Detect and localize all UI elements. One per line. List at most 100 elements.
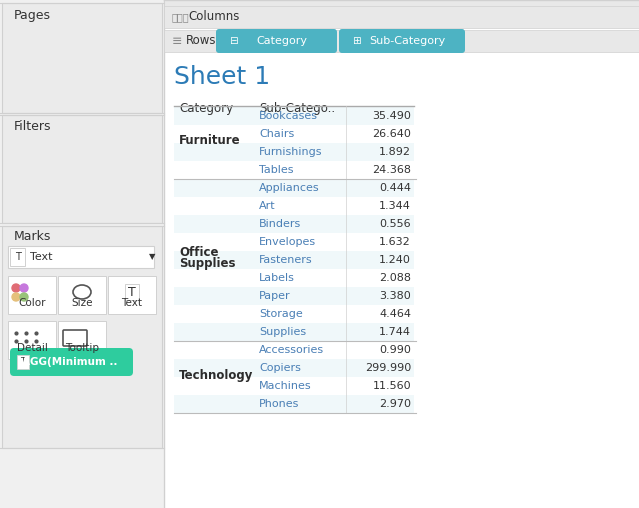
Bar: [17, 355, 29, 369]
Text: Bookcases: Bookcases: [259, 111, 318, 121]
Bar: [174, 395, 414, 413]
Text: T: T: [128, 285, 136, 299]
Bar: [2, 3, 162, 113]
Text: Appliances: Appliances: [259, 183, 320, 193]
Text: Copiers: Copiers: [259, 363, 301, 373]
Text: T: T: [15, 252, 20, 262]
Text: Supplies: Supplies: [179, 257, 236, 270]
Bar: [174, 305, 414, 323]
Text: Columns: Columns: [188, 11, 240, 23]
Bar: [174, 233, 414, 251]
Bar: [174, 179, 414, 197]
Bar: [174, 161, 414, 179]
Circle shape: [12, 284, 20, 292]
Text: ⊟: ⊟: [229, 36, 238, 46]
Text: Accessories: Accessories: [259, 345, 324, 355]
Text: Furnishings: Furnishings: [259, 147, 323, 157]
Text: Size: Size: [72, 298, 93, 308]
FancyBboxPatch shape: [10, 348, 133, 376]
Text: Marks: Marks: [14, 230, 51, 243]
Bar: [174, 215, 414, 233]
Text: 299.990: 299.990: [365, 363, 411, 373]
Text: 1.892: 1.892: [379, 147, 411, 157]
Text: Labels: Labels: [259, 273, 295, 283]
FancyBboxPatch shape: [339, 29, 465, 53]
Text: Category: Category: [179, 102, 233, 115]
Text: Storage: Storage: [259, 309, 303, 319]
Text: Pages: Pages: [14, 9, 51, 22]
Text: 4.464: 4.464: [379, 309, 411, 319]
Bar: [8, 276, 56, 314]
Bar: [0, 0, 164, 508]
Bar: [2, 226, 162, 448]
Text: T: T: [20, 358, 26, 366]
Text: Furniture: Furniture: [179, 135, 241, 147]
Text: Sub-Category: Sub-Category: [369, 36, 445, 46]
Text: 11.560: 11.560: [373, 381, 411, 391]
Circle shape: [20, 293, 28, 301]
Bar: [174, 323, 414, 341]
Text: ≡: ≡: [172, 35, 183, 48]
Text: Text: Text: [30, 252, 52, 262]
Bar: [174, 359, 414, 377]
Text: Technology: Technology: [179, 368, 254, 382]
Bar: [174, 269, 414, 287]
Text: 1.632: 1.632: [380, 237, 411, 247]
Text: Detail: Detail: [17, 343, 47, 353]
Bar: [8, 246, 154, 268]
Text: 0.990: 0.990: [379, 345, 411, 355]
Text: Chairs: Chairs: [259, 129, 294, 139]
Bar: [164, 0, 639, 508]
Bar: [164, 0, 639, 18]
Text: 2.970: 2.970: [379, 399, 411, 409]
Bar: [174, 251, 414, 269]
Text: Supplies: Supplies: [259, 327, 306, 337]
Bar: [174, 197, 414, 215]
Text: AGG(Minimum ..: AGG(Minimum ..: [22, 357, 118, 367]
Text: Phones: Phones: [259, 399, 300, 409]
Text: Text: Text: [121, 298, 142, 308]
Text: Color: Color: [19, 298, 46, 308]
Text: ▼: ▼: [149, 252, 155, 262]
Bar: [125, 284, 139, 300]
Bar: [174, 287, 414, 305]
Bar: [10, 248, 25, 266]
Circle shape: [20, 284, 28, 292]
Text: ⦿⦿⦿: ⦿⦿⦿: [172, 12, 190, 22]
Text: Tables: Tables: [259, 165, 293, 175]
Bar: [174, 125, 414, 143]
Text: 2.088: 2.088: [379, 273, 411, 283]
Text: Fasteners: Fasteners: [259, 255, 312, 265]
Text: 24.368: 24.368: [372, 165, 411, 175]
FancyBboxPatch shape: [216, 29, 337, 53]
Circle shape: [12, 293, 20, 301]
Bar: [164, 30, 639, 52]
Text: Tooltip: Tooltip: [65, 343, 99, 353]
Bar: [58, 276, 106, 314]
Text: 3.380: 3.380: [380, 291, 411, 301]
Text: 1.240: 1.240: [379, 255, 411, 265]
Text: Rows: Rows: [186, 35, 217, 48]
Text: 26.640: 26.640: [372, 129, 411, 139]
Text: 1.744: 1.744: [379, 327, 411, 337]
Bar: [108, 276, 156, 314]
Text: 35.490: 35.490: [372, 111, 411, 121]
Text: Sheet 1: Sheet 1: [174, 65, 270, 89]
Bar: [2, 115, 162, 223]
Bar: [174, 143, 414, 161]
Text: Envelopes: Envelopes: [259, 237, 316, 247]
Text: Sub-Catego..: Sub-Catego..: [259, 102, 335, 115]
Text: Binders: Binders: [259, 219, 301, 229]
Text: Machines: Machines: [259, 381, 312, 391]
Text: Paper: Paper: [259, 291, 291, 301]
Text: 0.556: 0.556: [380, 219, 411, 229]
Bar: [58, 321, 106, 359]
Text: Filters: Filters: [14, 120, 52, 133]
Text: ⊞: ⊞: [352, 36, 361, 46]
Bar: [174, 341, 414, 359]
Text: Category: Category: [256, 36, 307, 46]
Bar: [174, 377, 414, 395]
Bar: [164, 6, 639, 28]
Bar: [174, 107, 414, 125]
Text: Art: Art: [259, 201, 275, 211]
